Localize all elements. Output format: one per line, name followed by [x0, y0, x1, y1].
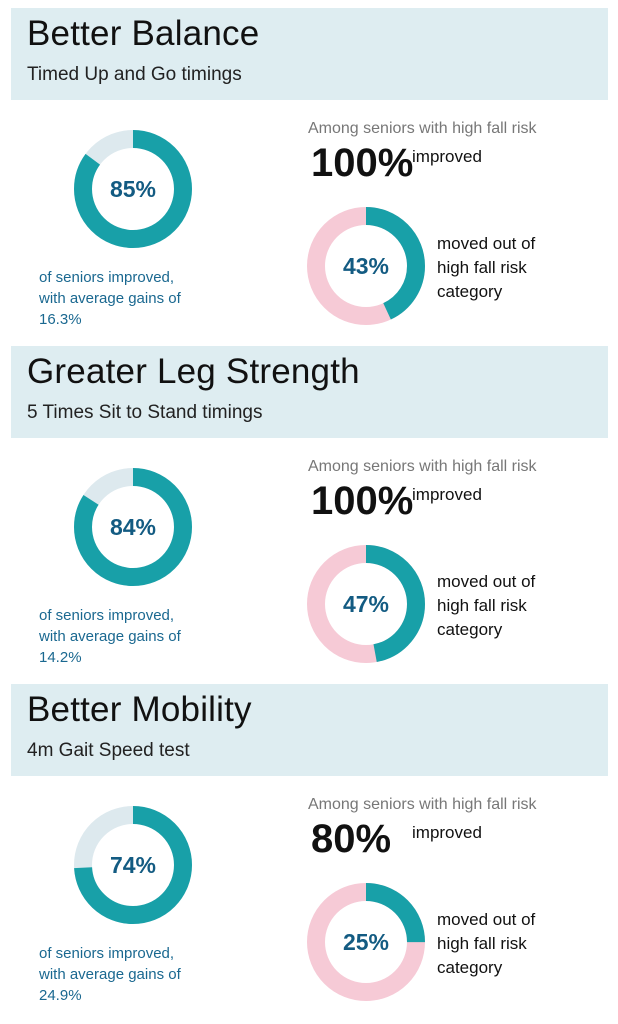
- donut-value-arc: [307, 883, 425, 1001]
- donut-percent-label: 47%: [343, 591, 389, 617]
- section-title: Better Balance: [27, 14, 260, 53]
- fall-risk-improved-percent: 80%: [311, 817, 392, 861]
- improved-caption: of seniors improved, with average gains …: [39, 943, 181, 1006]
- moved-out-donut-chart: 43%: [305, 205, 427, 327]
- moved-line: moved out of: [437, 572, 536, 591]
- section-header-band: [11, 8, 608, 100]
- improved-label: improved: [412, 823, 482, 842]
- moved-line: category: [437, 282, 503, 301]
- moved-out-caption: moved out of high fall risk category: [437, 232, 535, 304]
- improved-label: improved: [412, 147, 482, 166]
- fall-risk-heading: Among seniors with high fall risk: [308, 120, 537, 137]
- donut-value-arc: [74, 806, 192, 924]
- section-subtitle: 5 Times Sit to Stand timings: [27, 402, 263, 423]
- moved-line: high fall risk: [437, 596, 527, 615]
- improved-caption: of seniors improved, with average gains …: [39, 267, 181, 330]
- donut-percent-label: 74%: [110, 852, 156, 878]
- caption-line: of seniors improved,: [39, 945, 175, 962]
- caption-line: of seniors improved,: [39, 607, 175, 624]
- moved-line: high fall risk: [437, 934, 527, 953]
- moved-line: high fall risk: [437, 258, 527, 277]
- caption-line: with average gains of: [39, 628, 181, 645]
- moved-out-caption: moved out of high fall risk category: [437, 570, 535, 642]
- improved-donut-chart: 84%: [72, 466, 194, 588]
- section-title: Greater Leg Strength: [27, 352, 360, 391]
- section-header-band: [11, 684, 608, 776]
- fall-risk-heading: Among seniors with high fall risk: [308, 458, 537, 475]
- caption-line: 16.3%: [39, 311, 82, 328]
- caption-line: 14.2%: [39, 649, 82, 666]
- section-title: Better Mobility: [27, 690, 252, 729]
- section-subtitle: Timed Up and Go timings: [27, 64, 242, 85]
- improved-donut-chart: 74%: [72, 804, 194, 926]
- section-subtitle: 4m Gait Speed test: [27, 740, 190, 761]
- moved-out-donut-chart: 47%: [305, 543, 427, 665]
- donut-value-arc: [307, 545, 425, 663]
- moved-out-donut-chart: 25%: [305, 881, 427, 1003]
- fall-risk-heading: Among seniors with high fall risk: [308, 796, 537, 813]
- improved-donut-chart: 85%: [72, 128, 194, 250]
- donut-value-arc: [74, 468, 192, 586]
- section-header-band: [11, 346, 608, 438]
- moved-line: moved out of: [437, 234, 536, 253]
- improved-label: improved: [412, 485, 482, 504]
- fall-risk-improved-percent: 100%: [311, 479, 414, 523]
- donut-value-arc: [307, 207, 425, 325]
- fall-risk-improved-percent: 100%: [311, 141, 414, 185]
- caption-line: of seniors improved,: [39, 269, 175, 286]
- caption-line: 24.9%: [39, 987, 82, 1004]
- moved-line: category: [437, 958, 503, 977]
- donut-percent-label: 43%: [343, 253, 389, 279]
- improved-caption: of seniors improved, with average gains …: [39, 605, 181, 668]
- donut-percent-label: 84%: [110, 514, 156, 540]
- moved-line: moved out of: [437, 910, 536, 929]
- moved-out-caption: moved out of high fall risk category: [437, 908, 535, 980]
- caption-line: with average gains of: [39, 966, 181, 983]
- donut-percent-label: 25%: [343, 929, 389, 955]
- moved-line: category: [437, 620, 503, 639]
- donut-percent-label: 85%: [110, 176, 156, 202]
- donut-value-arc: [74, 130, 192, 248]
- caption-line: with average gains of: [39, 290, 181, 307]
